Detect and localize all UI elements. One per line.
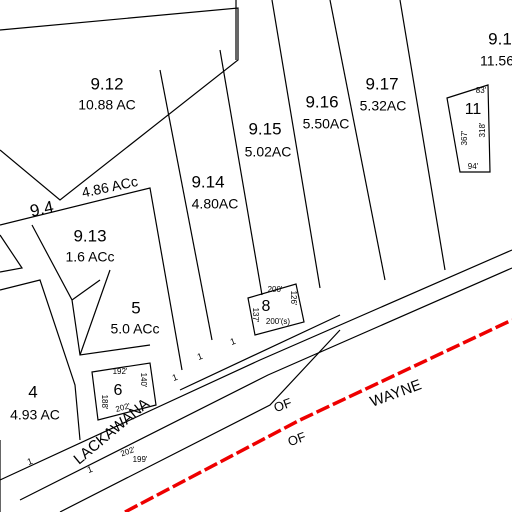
dimension: 200' (268, 285, 283, 294)
boundary-label: WAYNE (368, 376, 424, 410)
parcel-id: 8 (262, 298, 271, 315)
dimension: 192' (113, 367, 128, 376)
labels: 9.1 11.56 9.12 10.88 AC 9.15 5.02AC 9.16 5.50AC… (10, 29, 512, 474)
parcel-id: 5 (131, 298, 140, 317)
parcel-id: 9.17 (365, 74, 398, 93)
dimension: 367' (460, 130, 469, 145)
dimension: 126' (289, 291, 298, 306)
dimension: 202' (115, 401, 132, 414)
parcel-area: 5.02AC (245, 144, 292, 160)
boundary-label: OF (272, 395, 294, 415)
lot-mark: 1 (26, 456, 34, 467)
dimension: 200'(s) (266, 317, 291, 326)
parcel-id: 11 (465, 101, 482, 118)
lot-mark: 1 (229, 336, 237, 347)
lot-mark: 1 (196, 351, 204, 362)
parcel-id: 9.14 (191, 172, 224, 191)
parcel-area: 5.50AC (303, 116, 350, 132)
lot-mark: 1 (171, 372, 179, 383)
parcel-id: 9.1 (488, 29, 512, 48)
dimension: 188' (100, 395, 109, 410)
parcel-id: 9.12 (90, 74, 123, 93)
dimension: 137' (251, 308, 260, 323)
lot-mark: 1 (86, 464, 94, 475)
dimension: 94' (468, 162, 479, 171)
parcel-area: 11.56 (480, 53, 512, 69)
dimension: 318' (478, 122, 487, 137)
parcel-id: 6 (114, 382, 123, 399)
parcel-area: 4.93 AC (10, 407, 60, 423)
dimension: 83' (476, 86, 487, 95)
parcel-id: 9.13 (73, 226, 106, 245)
parcel-area: 5.0 ACc (110, 321, 159, 337)
parcel-id: 4 (28, 382, 37, 401)
boundary-label: OF (286, 429, 308, 449)
parcel-area: 1.6 ACc (65, 249, 114, 265)
dimension: 140' (139, 373, 148, 388)
parcel-id: 9.15 (248, 119, 281, 138)
parcel-id: 9.4 (28, 197, 55, 220)
parcel-area: 5.32AC (360, 98, 407, 114)
parcel-id: 9.16 (305, 92, 338, 111)
parcel-area: 10.88 AC (78, 97, 136, 113)
dimension: 199' (133, 455, 148, 464)
parcel-area: 4.80AC (192, 196, 239, 212)
township-line (124, 318, 512, 512)
